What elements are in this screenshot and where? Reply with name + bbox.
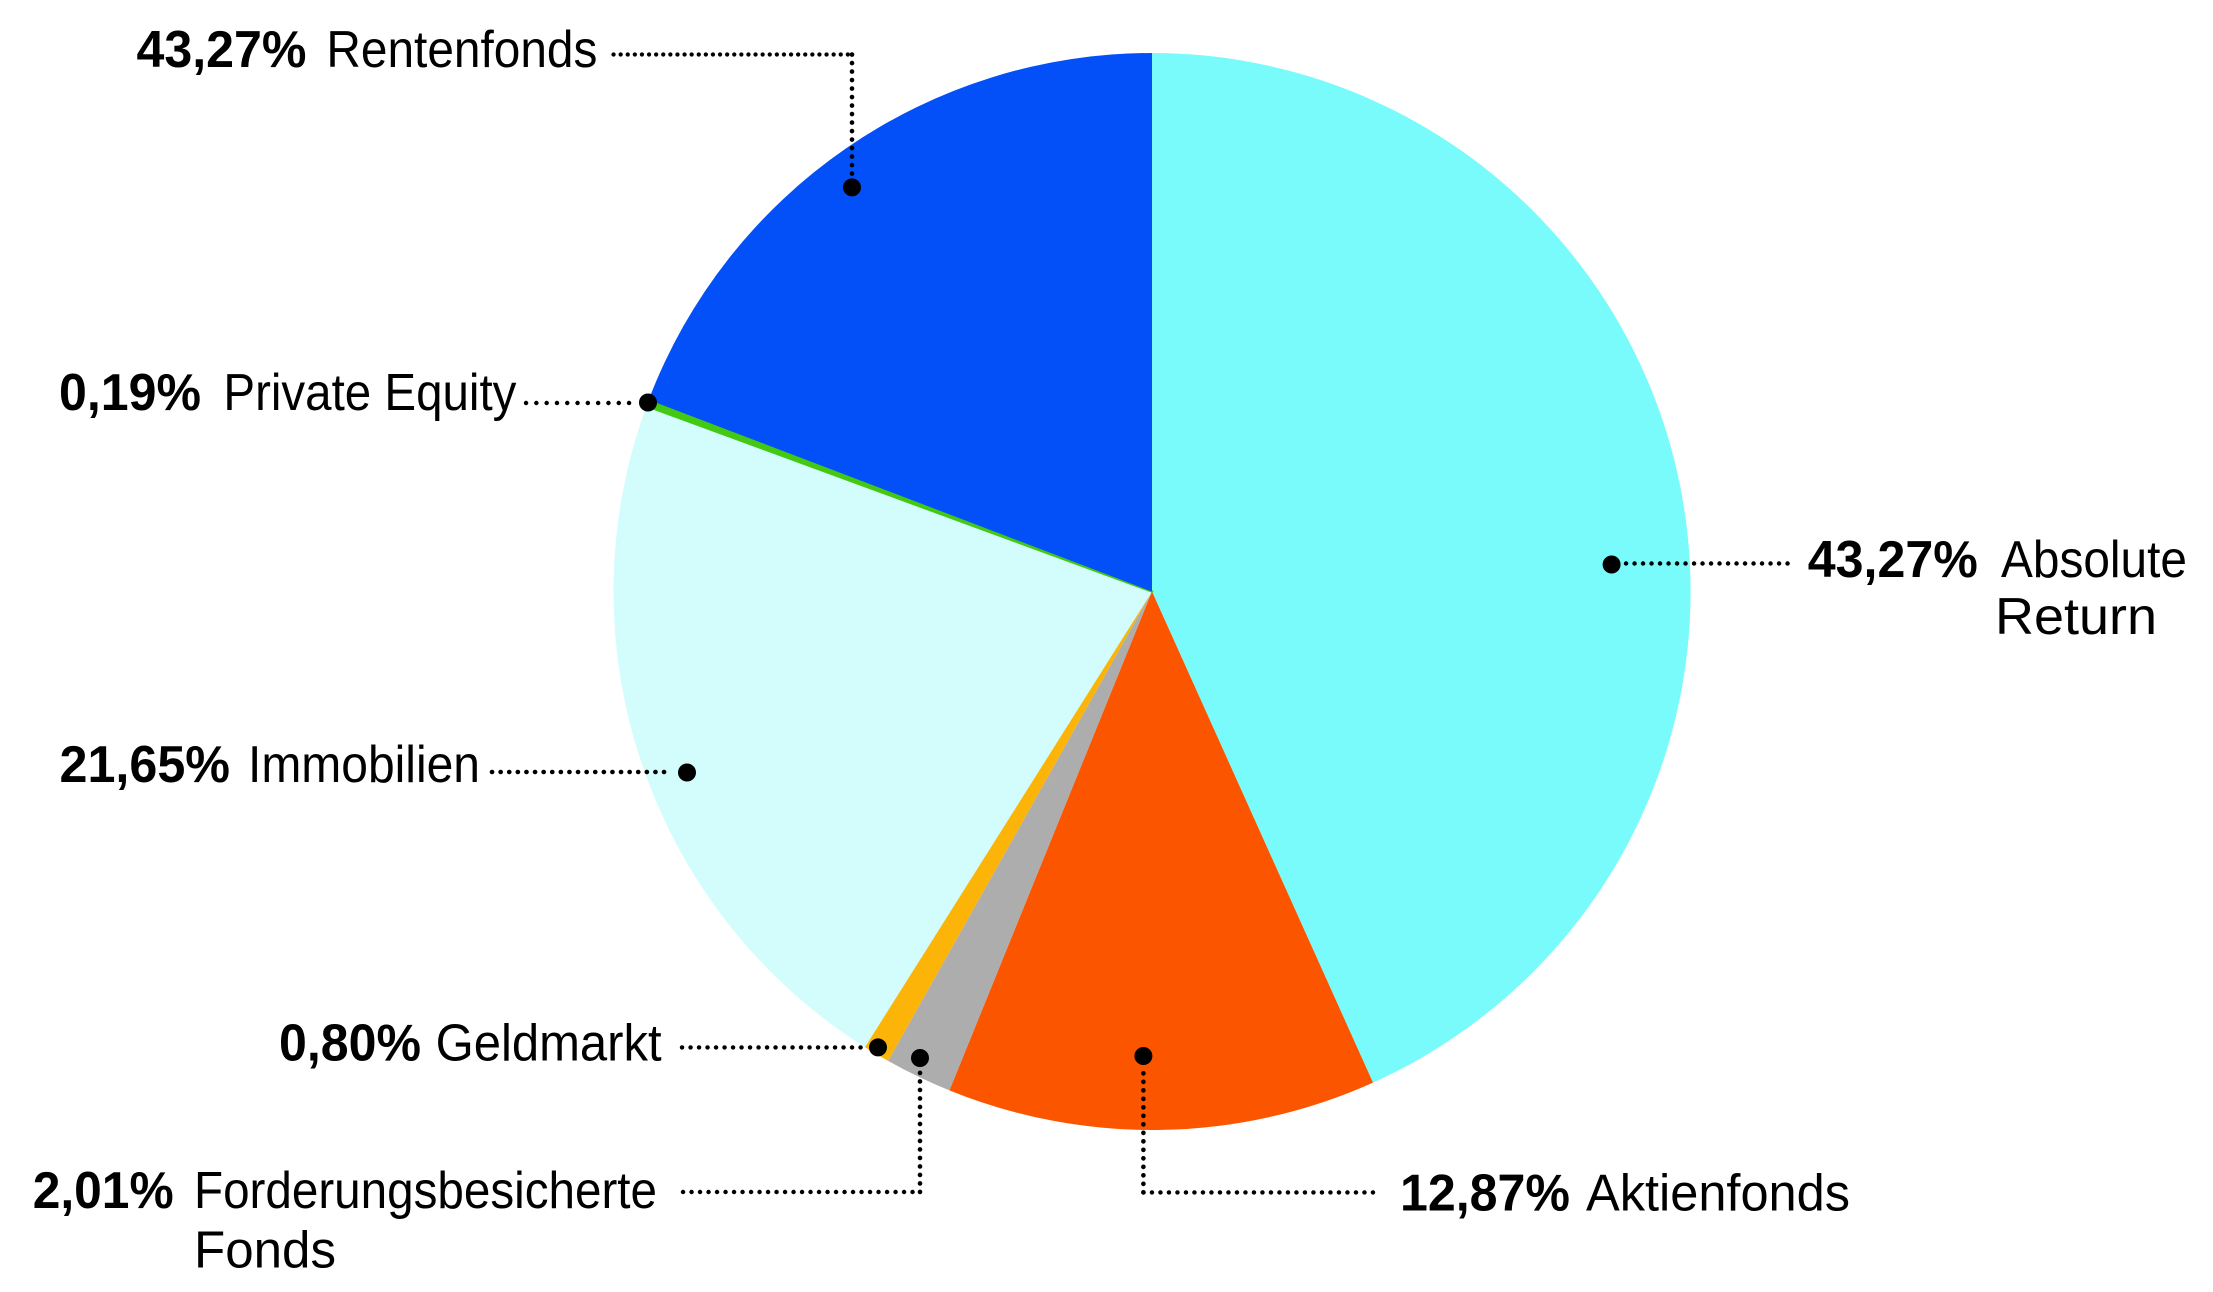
svg-text:Return: Return — [1995, 588, 2157, 646]
svg-text:Rentenfonds: Rentenfonds — [326, 21, 597, 79]
svg-text:Absolute: Absolute — [2001, 531, 2187, 589]
svg-text:21,65%: 21,65% — [60, 736, 231, 794]
svg-text:0,19%: 0,19% — [59, 364, 201, 422]
svg-text:Aktienfonds: Aktienfonds — [1586, 1165, 1850, 1223]
svg-text:Immobilien: Immobilien — [248, 736, 480, 794]
svg-text:Forderungsbesicherte: Forderungsbesicherte — [194, 1162, 657, 1220]
svg-text:0,80%: 0,80% — [279, 1015, 421, 1073]
svg-text:Fonds: Fonds — [194, 1222, 336, 1280]
svg-text:2,01%: 2,01% — [33, 1162, 174, 1220]
svg-text:43,27%: 43,27% — [1808, 531, 1978, 589]
svg-text:12,87%: 12,87% — [1400, 1165, 1570, 1223]
svg-text:Private Equity: Private Equity — [223, 364, 516, 422]
svg-text:Geldmarkt: Geldmarkt — [436, 1015, 663, 1073]
svg-text:43,27%: 43,27% — [137, 21, 307, 79]
